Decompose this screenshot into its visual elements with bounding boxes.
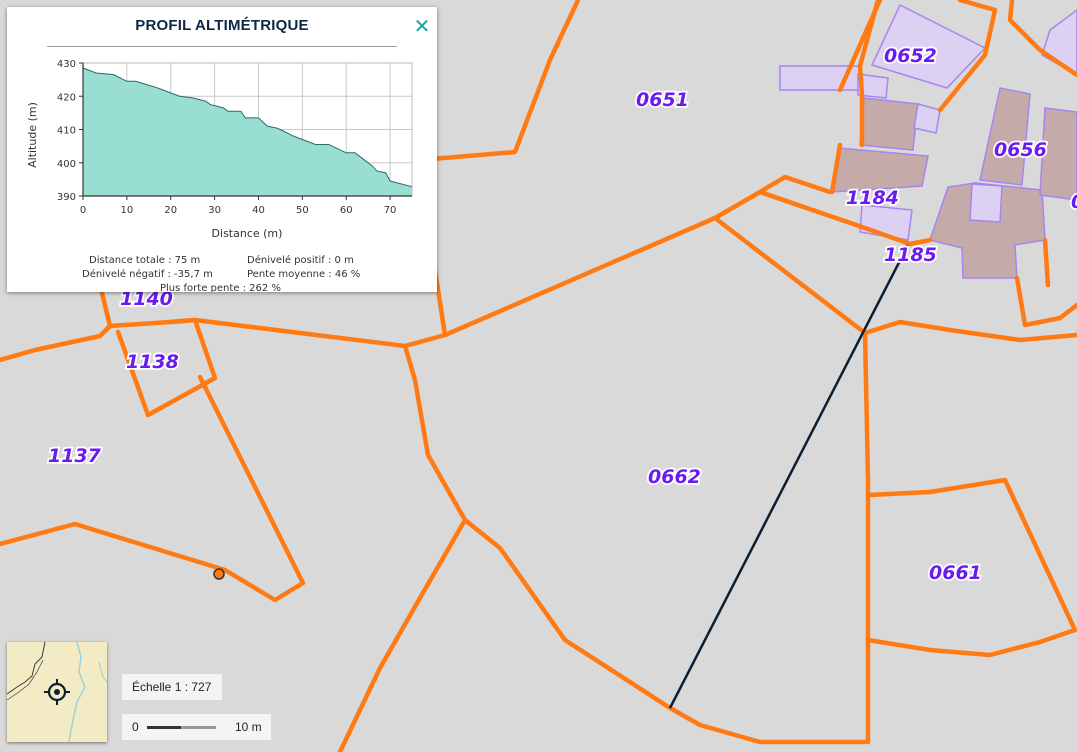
building xyxy=(929,182,1046,279)
profile-outline xyxy=(82,67,413,188)
buildings-layer xyxy=(779,3,1077,279)
x-tick-label: 50 xyxy=(296,205,309,216)
y-tick-label: 420 xyxy=(57,92,76,103)
parcel-label-0652: 0652 xyxy=(884,45,937,67)
parcel-label-0656: 0656 xyxy=(994,139,1047,161)
building xyxy=(913,103,941,134)
building xyxy=(859,97,919,151)
y-tick-label: 430 xyxy=(57,59,76,70)
profile-line xyxy=(668,244,910,709)
x-axis-label: Distance (m) xyxy=(212,227,283,240)
chart-axes: 0 10 20 30 40 50 60 70 390 400 410 420 430 xyxy=(57,59,412,216)
x-tick-label: 40 xyxy=(252,205,265,216)
profile-chart: 0 10 20 30 40 50 60 70 390 400 410 420 430 Distance … xyxy=(26,59,413,240)
point-marker[interactable] xyxy=(213,568,225,580)
x-tick-label: 0 xyxy=(80,205,86,216)
scale-bar-end: 10 m xyxy=(235,720,262,734)
x-tick-label: 20 xyxy=(164,205,177,216)
panel-divider xyxy=(47,46,397,47)
stat-distance-totale: Distance totale : 75 m xyxy=(89,255,201,266)
scale-ratio: Échelle 1 : 727 xyxy=(122,674,222,700)
x-tick-label: 30 xyxy=(208,205,221,216)
parcel-label-1184: 1184 xyxy=(846,187,899,209)
close-icon[interactable]: ✕ xyxy=(413,14,431,38)
parcel-label-1137: 1137 xyxy=(48,445,102,467)
stat-pente-moyenne: Pente moyenne : 46 % xyxy=(247,269,361,280)
building xyxy=(857,73,889,99)
profile-area xyxy=(83,67,412,196)
scale-bar-segment xyxy=(147,726,181,729)
building xyxy=(969,183,1003,223)
locate-icon[interactable] xyxy=(44,679,70,705)
y-axis-label: Altitude (m) xyxy=(26,102,39,168)
x-tick-label: 10 xyxy=(120,205,133,216)
y-tick-label: 400 xyxy=(57,159,76,170)
stat-plus-forte-pente: Plus forte pente : 262 % xyxy=(160,283,281,292)
building xyxy=(831,147,929,193)
stat-denivele-negatif: Dénivelé négatif : -35,7 m xyxy=(82,269,213,280)
building xyxy=(979,87,1031,186)
stat-denivele-positif: Dénivelé positif : 0 m xyxy=(247,255,354,266)
parcel-label-1185: 1185 xyxy=(884,244,937,266)
scale-bar-track xyxy=(147,726,216,729)
scale-bar-start: 0 xyxy=(132,720,139,734)
overview-map-graphic xyxy=(7,642,107,742)
panel-title: PROFIL ALTIMÉTRIQUE xyxy=(135,17,309,34)
profile-panel: PROFIL ALTIMÉTRIQUE ✕ 0 10 20 30 40 50 60 70 390… xyxy=(7,7,437,292)
building xyxy=(1039,107,1077,201)
parcel-label-0662: 0662 xyxy=(648,466,701,488)
x-tick-label: 60 xyxy=(340,205,353,216)
parcel-label-0651: 0651 xyxy=(636,89,689,111)
y-tick-label: 390 xyxy=(57,192,76,203)
x-tick-label: 70 xyxy=(384,205,397,216)
scale-bar: 0 10 m xyxy=(122,714,271,740)
parcel-label-0661: 0661 xyxy=(929,562,982,584)
y-tick-label: 410 xyxy=(57,126,76,137)
building xyxy=(870,3,987,89)
overview-map[interactable] xyxy=(7,642,107,742)
parcel-label-edge: 0 xyxy=(1071,191,1077,213)
parcel-label-1138: 1138 xyxy=(126,351,179,373)
